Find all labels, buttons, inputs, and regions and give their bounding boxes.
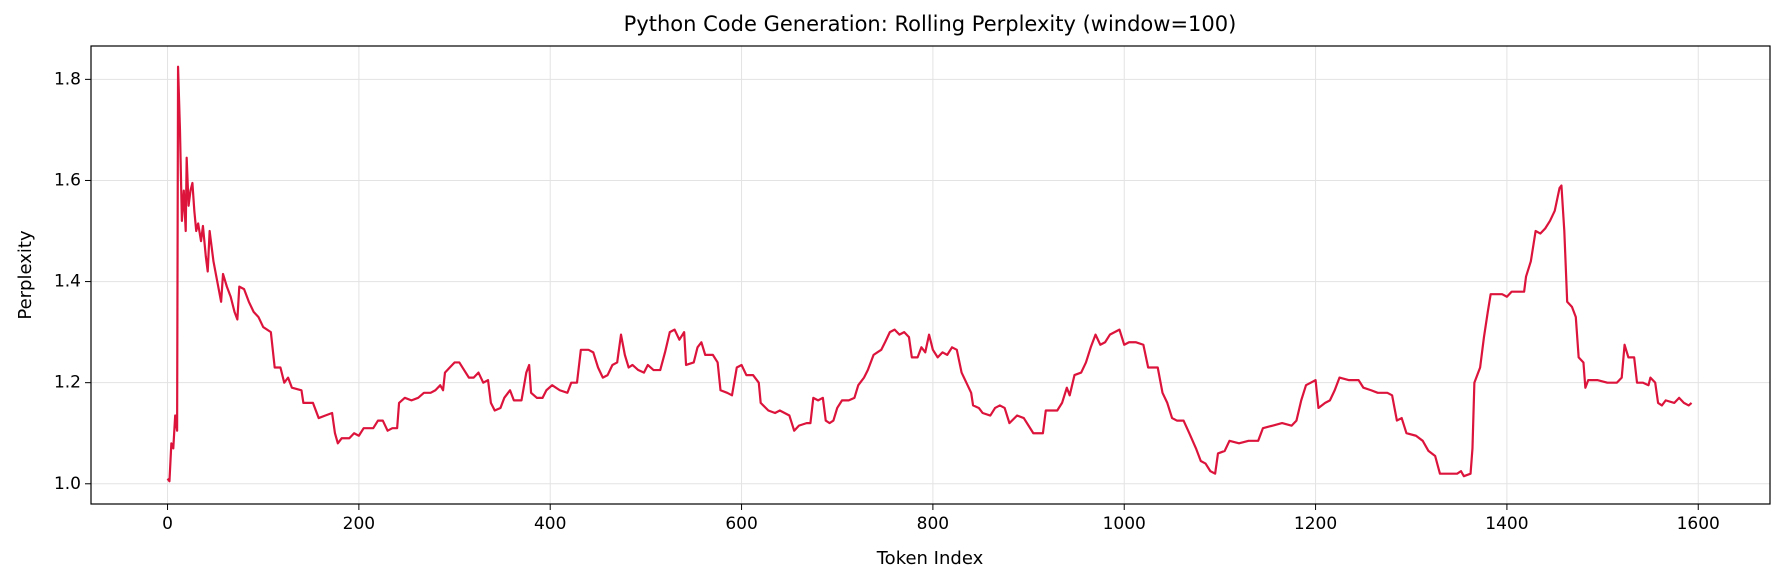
data-line [166,65,1693,483]
plot-frame [90,45,1771,505]
y-tick-label: 1.6 [54,170,81,190]
chart-title: Python Code Generation: Rolling Perplexi… [624,12,1237,36]
x-tick-label: 600 [725,514,757,534]
x-tick-label: 1200 [1294,514,1337,534]
x-tick-label: 0 [162,514,173,534]
x-tick-label: 1600 [1677,514,1720,534]
x-tick-label: 1400 [1485,514,1528,534]
x-axis-label: Token Index [876,548,984,569]
y-tick-label: 1.4 [54,272,81,292]
x-tick-label: 800 [917,514,949,534]
x-tick-label: 400 [534,514,566,534]
x-tick-label: 200 [343,514,375,534]
x-tick-label: 1000 [1103,514,1146,534]
y-tick-label: 1.2 [54,373,81,393]
y-tick-label: 1.8 [54,69,81,89]
y-axis-label: Perplexity [15,230,36,320]
y-tick-label: 1.0 [54,474,81,494]
